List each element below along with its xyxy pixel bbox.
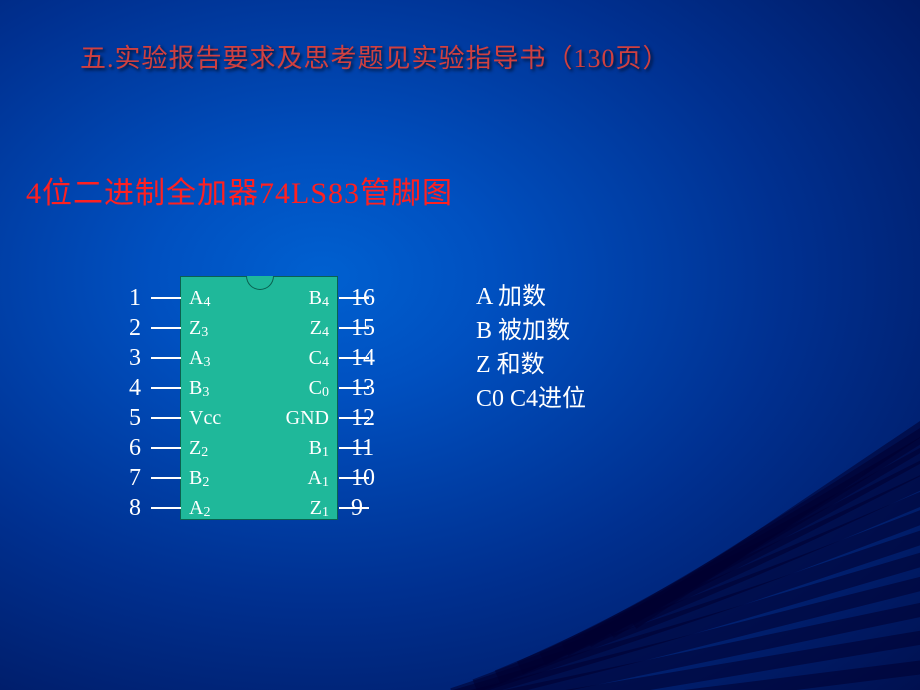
- pin-number-right: 14: [351, 345, 385, 372]
- pin-label-right: Z4: [310, 317, 329, 340]
- heading-chip-pinout: 4位二进制全加器74LS83管脚图: [26, 168, 453, 212]
- pin-number-right: 16: [351, 285, 385, 312]
- pin-label-right: A1: [308, 467, 329, 490]
- pin-label-left: B3: [189, 377, 209, 400]
- pin-label-left: Z2: [189, 437, 208, 460]
- pin-number-right: 15: [351, 315, 385, 342]
- legend-line: A 加数: [476, 280, 586, 314]
- pin-number-right: 13: [351, 375, 385, 402]
- pin-row: 4B3C013: [181, 373, 337, 403]
- pin-row: 6Z2B111: [181, 433, 337, 463]
- pin-row: 5VccGND12: [181, 403, 337, 433]
- pin-label-left: B2: [189, 467, 209, 490]
- pin-number-left: 5: [119, 405, 141, 432]
- pin-number-left: 6: [119, 435, 141, 462]
- pin-number-left: 2: [119, 315, 141, 342]
- heading-report-requirements: 五.实验报告要求及思考题见实验指导书（130页）: [80, 38, 670, 75]
- pin-number-left: 3: [119, 345, 141, 372]
- pin-number-right: 9: [351, 495, 385, 522]
- pin-lead: [151, 477, 181, 479]
- legend-line: B 被加数: [476, 314, 586, 348]
- pin-lead: [151, 387, 181, 389]
- pin-label-right: B1: [309, 437, 329, 460]
- pin-row: 8A2Z19: [181, 493, 337, 523]
- pin-label-right: GND: [286, 407, 329, 430]
- pin-label-left: Z3: [189, 317, 208, 340]
- pin-lead: [151, 417, 181, 419]
- pin-row: 7B2A110: [181, 463, 337, 493]
- pin-lead: [151, 327, 181, 329]
- pin-label-right: C4: [309, 347, 329, 370]
- pin-number-right: 12: [351, 405, 385, 432]
- pin-label-right: C0: [309, 377, 329, 400]
- pin-label-right: Z1: [310, 497, 329, 520]
- pin-number-left: 1: [119, 285, 141, 312]
- pin-row: 2Z3Z415: [181, 313, 337, 343]
- pin-lead: [151, 357, 181, 359]
- pin-lead: [151, 297, 181, 299]
- pin-lead: [151, 447, 181, 449]
- pin-number-right: 10: [351, 465, 385, 492]
- pin-label-left: Vcc: [189, 407, 221, 430]
- chip-body: 1A4B4162Z3Z4153A3C4144B3C0135VccGND126Z2…: [180, 276, 338, 520]
- pin-number-right: 11: [351, 435, 385, 462]
- pin-label-left: A2: [189, 497, 210, 520]
- pin-number-left: 7: [119, 465, 141, 492]
- pin-number-left: 8: [119, 495, 141, 522]
- pin-row: 1A4B416: [181, 283, 337, 313]
- legend-line: C0 C4进位: [476, 382, 586, 416]
- pin-number-left: 4: [119, 375, 141, 402]
- pin-label-left: A4: [189, 287, 210, 310]
- pin-row: 3A3C414: [181, 343, 337, 373]
- pin-lead: [151, 507, 181, 509]
- legend-line: Z 和数: [476, 348, 586, 382]
- pin-label-right: B4: [309, 287, 329, 310]
- pin-legend: A 加数B 被加数Z 和数C0 C4进位: [476, 280, 586, 416]
- pin-label-left: A3: [189, 347, 210, 370]
